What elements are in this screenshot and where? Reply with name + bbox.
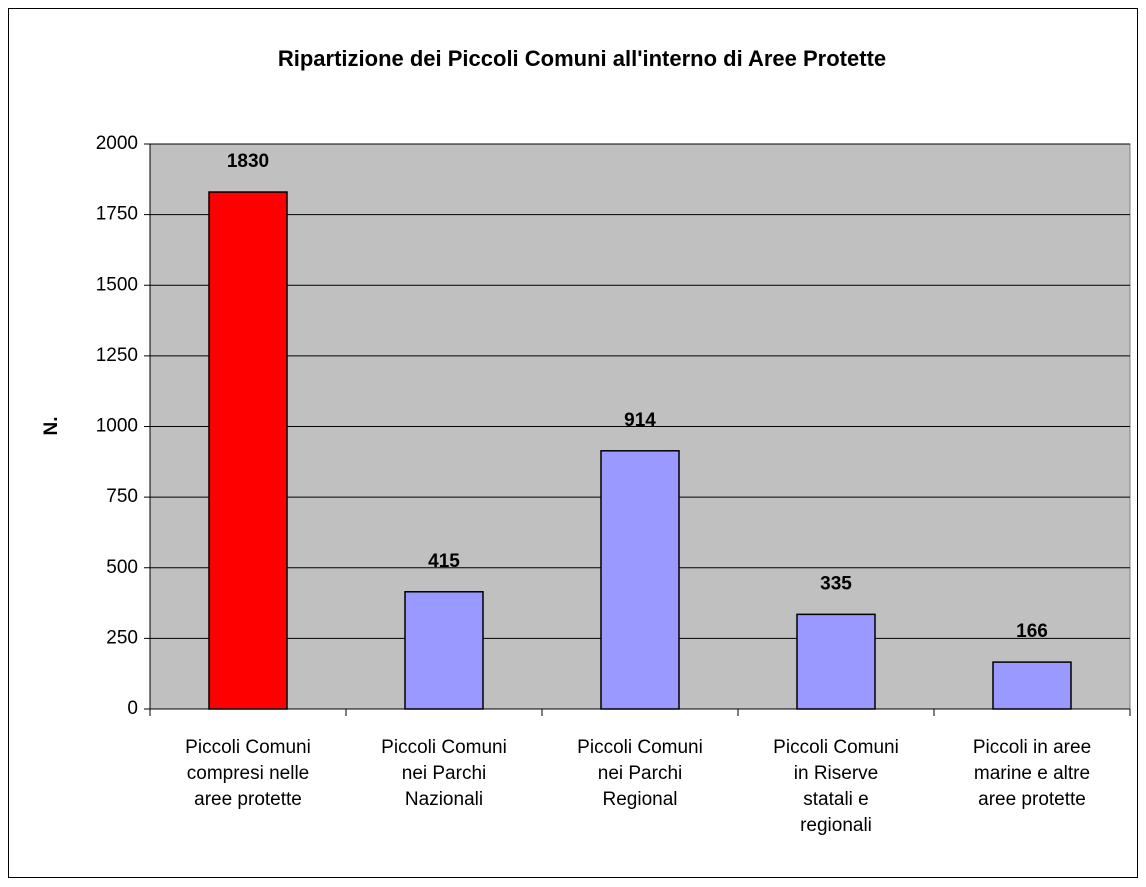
x-tick-label: in Riserve (794, 763, 878, 784)
bar (404, 591, 484, 710)
y-tick-label: 1500 (96, 274, 138, 295)
x-tick-label: nei Parchi (402, 763, 487, 784)
x-tick-label: aree protette (194, 789, 302, 810)
chart-title: Ripartizione dei Piccoli Comuni all'inte… (278, 46, 886, 71)
x-tick-label: Regional (603, 789, 678, 810)
value-label: 914 (624, 410, 656, 431)
x-tick-label: aree protette (978, 789, 1086, 810)
x-tick-label: Piccoli Comuni (773, 737, 899, 758)
y-tick-label: 1250 (96, 345, 138, 366)
x-tick-label: nei Parchi (598, 763, 683, 784)
bar (600, 450, 680, 710)
x-tick-label: compresi nelle (187, 763, 310, 784)
bar (208, 191, 288, 710)
x-tick-label: marine e altre (974, 763, 1090, 784)
x-tick-label: Nazionali (405, 789, 483, 810)
x-tick-label: Piccoli in aree (973, 737, 1091, 758)
y-tick-label: 2000 (96, 133, 138, 154)
x-tick-label: Piccoli Comuni (577, 737, 703, 758)
x-tick-label: regionali (800, 815, 872, 836)
value-label: 1830 (227, 151, 269, 172)
y-tick-label: 250 (106, 627, 138, 648)
value-label: 335 (820, 573, 852, 594)
value-label: 166 (1016, 621, 1048, 642)
x-tick-label: Piccoli Comuni (185, 737, 311, 758)
y-tick-label: 1750 (96, 204, 138, 225)
y-tick-label: 0 (127, 698, 138, 719)
x-tick-label: statali e (803, 789, 868, 810)
bar (992, 661, 1072, 710)
y-tick-label: 500 (106, 557, 138, 578)
x-tick-label: Piccoli Comuni (381, 737, 507, 758)
value-label: 415 (428, 551, 460, 572)
y-tick-label: 1000 (96, 416, 138, 437)
y-tick-label: 750 (106, 486, 138, 507)
y-axis-label: N. (41, 417, 62, 436)
bar (796, 613, 876, 710)
